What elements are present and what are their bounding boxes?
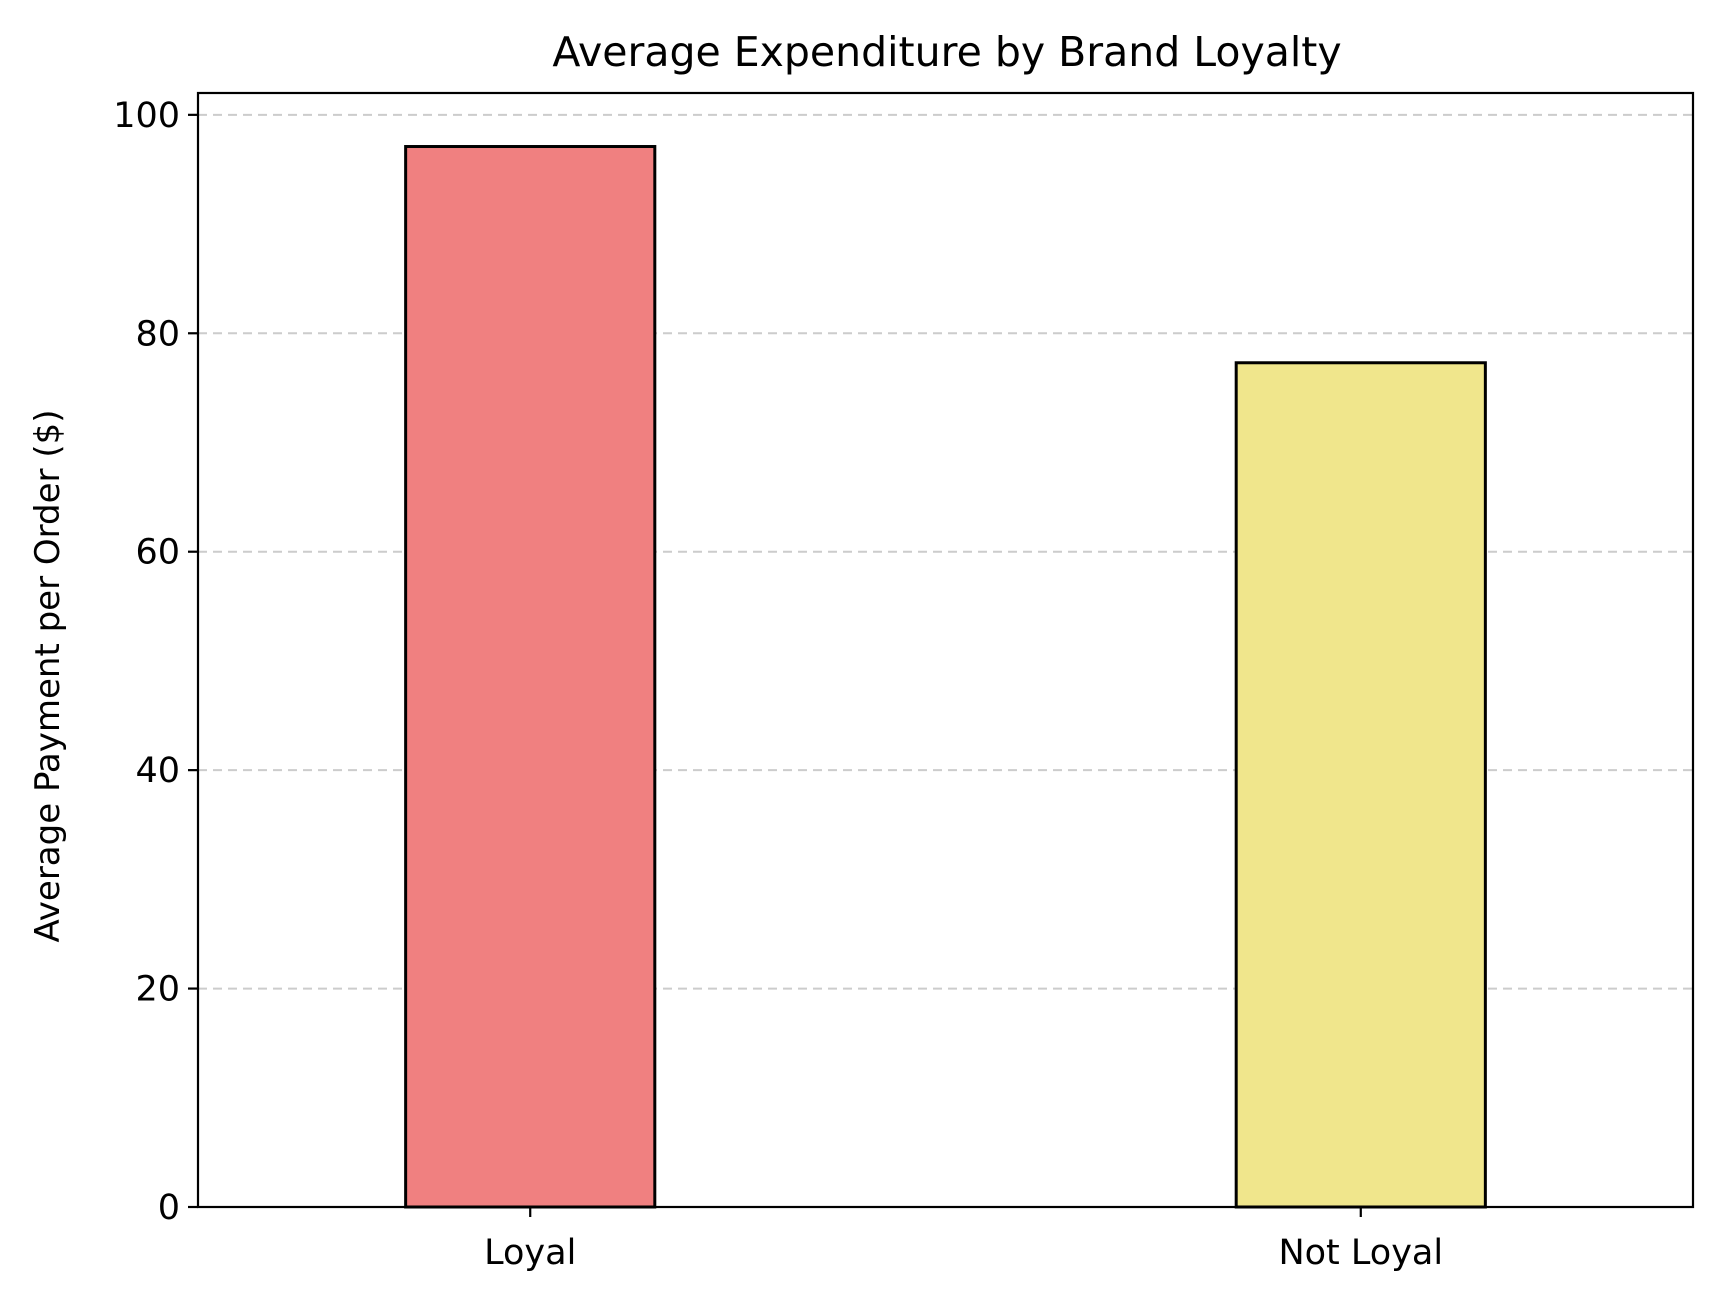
y-tick-label-60: 60 — [135, 533, 180, 573]
y-tick-label-20: 20 — [135, 970, 180, 1010]
y-axis-label: Average Payment per Order ($) — [28, 410, 68, 943]
y-tick-label-80: 80 — [135, 314, 180, 354]
x-axis-ticks: Loyal Not Loyal — [484, 1207, 1443, 1273]
y-tick-label-0: 0 — [158, 1188, 180, 1228]
y-tick-label-100: 100 — [113, 96, 180, 136]
bar-loyal — [404, 145, 657, 1209]
bars — [404, 145, 1487, 1209]
x-tick-label-loyal: Loyal — [484, 1233, 576, 1273]
x-tick-label-not-loyal: Not Loyal — [1278, 1233, 1443, 1273]
bar-not-loyal — [1234, 361, 1487, 1209]
y-axis-ticks: 0 20 40 60 80 100 — [113, 96, 198, 1228]
plot-area-frame — [196, 91, 1695, 1209]
y-tick-label-40: 40 — [135, 751, 180, 791]
chart-title: Average Expenditure by Brand Loyalty — [552, 28, 1341, 76]
